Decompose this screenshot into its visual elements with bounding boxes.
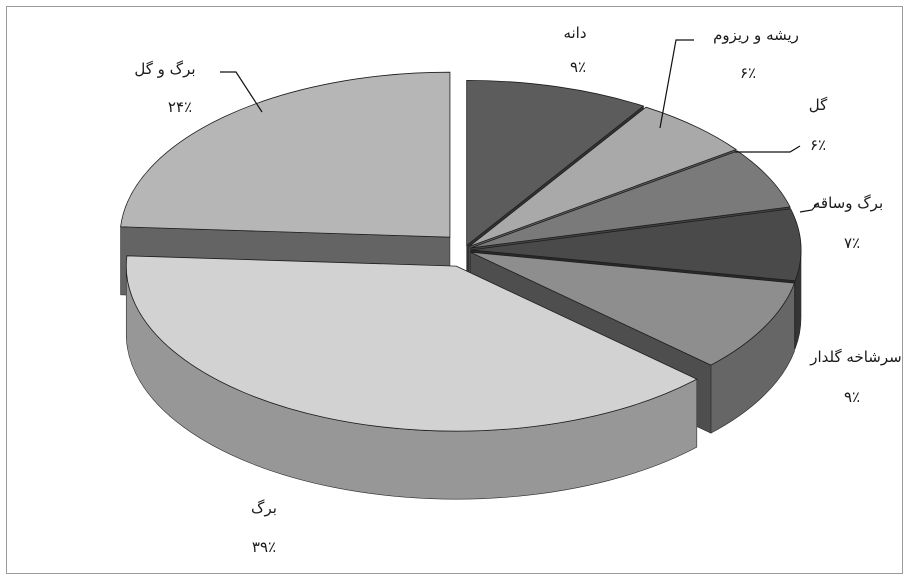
pie-labels: دانه ۹٪ ریشه و ریزوم ۶٪ گل ۶٪ برگ وساقه ۷٪ سرشاخ… — [134, 24, 901, 556]
slice-label-5: برگ — [251, 499, 277, 517]
slice-label-2: گل — [809, 96, 828, 114]
slice-value-5: ۳۹٪ — [252, 538, 276, 556]
pie-slice-3 — [470, 208, 802, 282]
slice-value-1: ۶٪ — [740, 64, 756, 82]
leader-line-2 — [735, 145, 801, 153]
slice-label-6: برگ و گل — [134, 60, 195, 78]
slice-value-4: ۹٪ — [844, 388, 860, 406]
slice-value-0: ۹٪ — [570, 58, 586, 76]
slice-label-1: ریشه و ریزوم — [713, 26, 799, 44]
leader-line-6 — [220, 71, 263, 113]
slice-value-6: ۲۴٪ — [168, 98, 192, 116]
pie-slice-4 — [470, 251, 796, 366]
slice-label-0: دانه — [563, 24, 586, 42]
slice-label-3: برگ وساقه — [813, 194, 883, 212]
pie-slice-5 — [125, 255, 698, 432]
slice-label-4: سرشاخه گلدار — [809, 348, 901, 366]
slice-value-2: ۶٪ — [810, 136, 826, 154]
pie-slice-6 — [120, 71, 451, 238]
pie-slice-0 — [466, 79, 645, 247]
slice-value-3: ۷٪ — [844, 234, 860, 252]
pie-slice-1 — [468, 106, 737, 247]
pie-tops — [120, 71, 802, 432]
leader-line-3 — [799, 202, 819, 213]
leader-line-1 — [659, 39, 694, 129]
